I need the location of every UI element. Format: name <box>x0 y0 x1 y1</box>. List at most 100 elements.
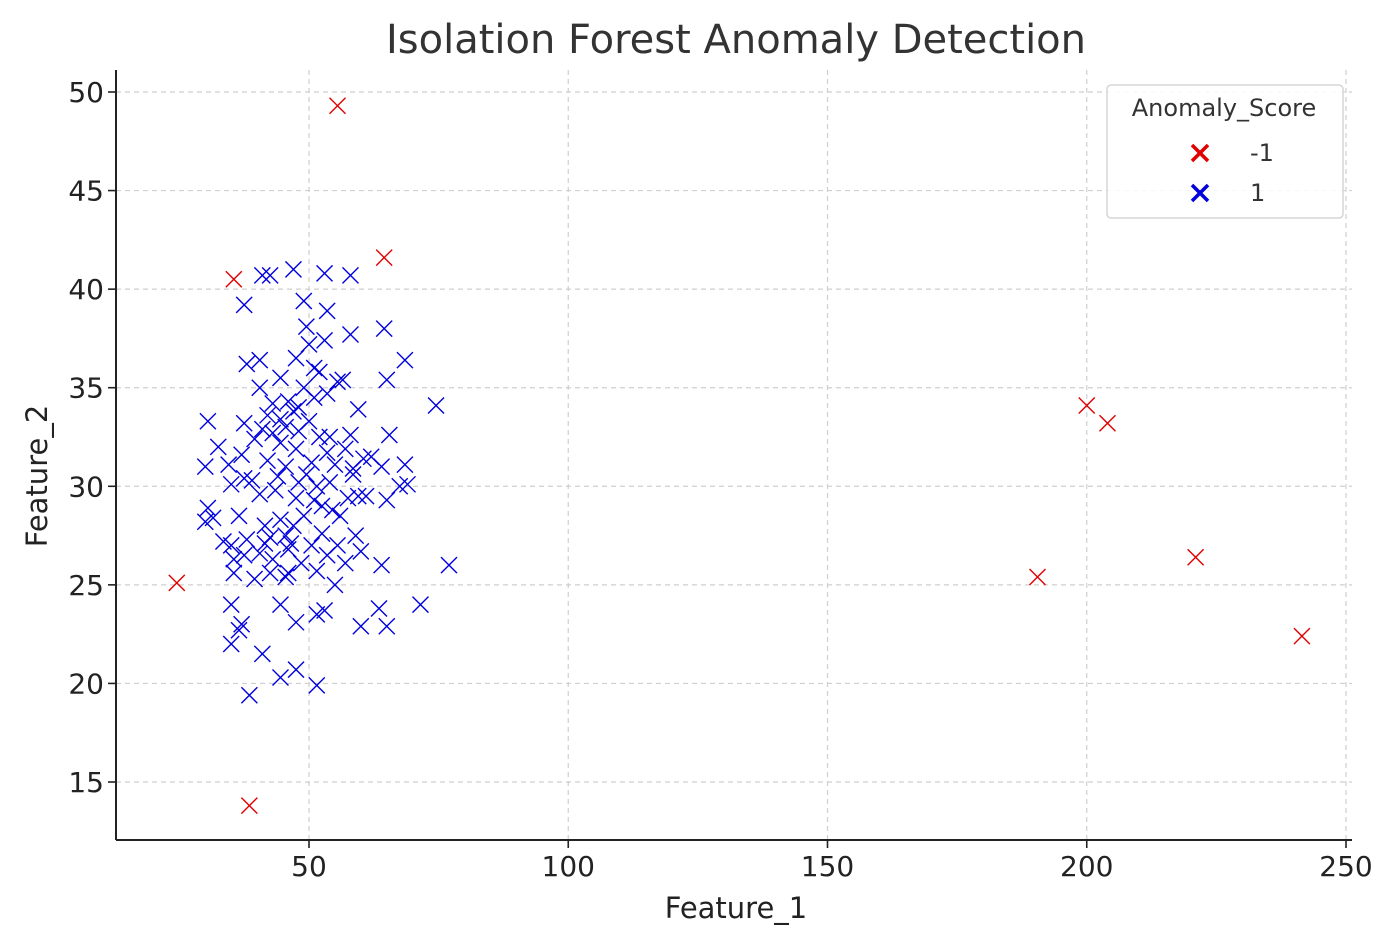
normal-point <box>399 475 417 493</box>
legend-label: 1 <box>1250 179 1265 207</box>
normal-point <box>357 487 375 505</box>
x-tick-label: 150 <box>801 850 854 883</box>
normal-point <box>305 359 323 377</box>
normal-point <box>396 456 414 474</box>
y-tick-label: 30 <box>68 470 104 503</box>
normal-point <box>329 373 347 391</box>
y-tick-label: 45 <box>68 175 104 208</box>
axes <box>115 70 1352 841</box>
legend-title: Anomaly_Score <box>1132 94 1317 122</box>
normal-point <box>308 676 326 694</box>
y-tick-label: 20 <box>68 667 104 700</box>
normal-point <box>316 264 334 282</box>
x-axis-label: Feature_1 <box>665 891 808 925</box>
normal-point <box>284 402 302 420</box>
normal-point <box>347 527 365 545</box>
normal-point <box>282 534 300 552</box>
normal-point <box>196 458 214 476</box>
normal-point <box>318 546 336 564</box>
legend-marker <box>1190 183 1210 203</box>
normal-point <box>316 601 334 619</box>
normal-point <box>271 596 289 614</box>
normal-point <box>297 465 315 483</box>
normal-point <box>378 371 396 389</box>
normal-point <box>233 446 251 464</box>
normal-point <box>290 398 308 416</box>
normal-point <box>235 469 253 487</box>
normal-point <box>196 513 214 531</box>
normal-point <box>326 576 344 594</box>
normal-point <box>235 414 253 432</box>
normal-point <box>349 487 367 505</box>
normal-point <box>290 422 308 440</box>
normal-point <box>238 531 256 549</box>
normal-point <box>411 596 429 614</box>
normal-point <box>334 371 352 389</box>
normal-point <box>279 393 297 411</box>
normal-point <box>308 605 326 623</box>
x-tick-label: 200 <box>1060 850 1113 883</box>
normal-point <box>308 477 326 495</box>
normal-point <box>287 613 305 631</box>
anomaly-point <box>1098 414 1116 432</box>
anomaly-point <box>1293 627 1311 645</box>
normal-point <box>313 497 331 515</box>
anomaly-point <box>168 574 186 592</box>
normal-point <box>271 410 289 428</box>
normal-point <box>230 507 248 525</box>
normal-point <box>261 266 279 284</box>
normal-point <box>284 260 302 278</box>
normal-point <box>313 525 331 543</box>
normal-point <box>277 527 295 545</box>
normal-point <box>277 568 295 586</box>
normal-point <box>271 434 289 452</box>
normal-point <box>344 465 362 483</box>
normal-point <box>261 529 279 547</box>
normal-point <box>321 428 339 446</box>
normal-point <box>318 444 336 462</box>
legend-entries: -11 <box>1190 139 1274 207</box>
legend: Anomaly_Score -11 <box>1106 84 1344 219</box>
normal-point <box>246 570 264 588</box>
normal-point <box>349 400 367 418</box>
normal-point <box>222 635 240 653</box>
data-points <box>168 97 1311 815</box>
normal-point <box>341 325 359 343</box>
normal-point <box>225 550 243 568</box>
anomaly-point <box>1078 396 1096 414</box>
normal-point <box>292 554 310 572</box>
x-axis-ticks: 50 100 150 200 250 <box>291 840 1373 883</box>
normal-point <box>235 546 253 564</box>
normal-point <box>308 562 326 580</box>
anomaly-point <box>329 97 347 115</box>
normal-point <box>341 266 359 284</box>
normal-point <box>373 458 391 476</box>
normal-point <box>396 351 414 369</box>
y-tick-label: 40 <box>68 273 104 306</box>
normal-point <box>279 540 297 558</box>
normal-point <box>225 564 243 582</box>
normal-point <box>323 501 341 519</box>
normal-point <box>318 302 336 320</box>
x-tick-label: 50 <box>291 850 327 883</box>
normal-point <box>352 542 370 560</box>
legend-box <box>1106 84 1344 219</box>
normal-point <box>251 544 269 562</box>
chart-title: Isolation Forest Anomaly Detection <box>386 17 1086 63</box>
normal-point <box>287 661 305 679</box>
normal-point <box>341 426 359 444</box>
normal-point <box>246 430 264 448</box>
normal-point <box>251 485 269 503</box>
normal-point <box>297 318 315 336</box>
normal-point <box>253 420 271 438</box>
normal-point <box>230 621 248 639</box>
normal-point <box>259 452 277 470</box>
normal-point <box>256 517 274 535</box>
normal-point <box>222 475 240 493</box>
normal-point <box>264 424 282 442</box>
normal-point <box>370 600 388 618</box>
normal-point <box>199 499 217 517</box>
normal-point <box>287 349 305 367</box>
y-tick-label: 35 <box>68 372 104 405</box>
